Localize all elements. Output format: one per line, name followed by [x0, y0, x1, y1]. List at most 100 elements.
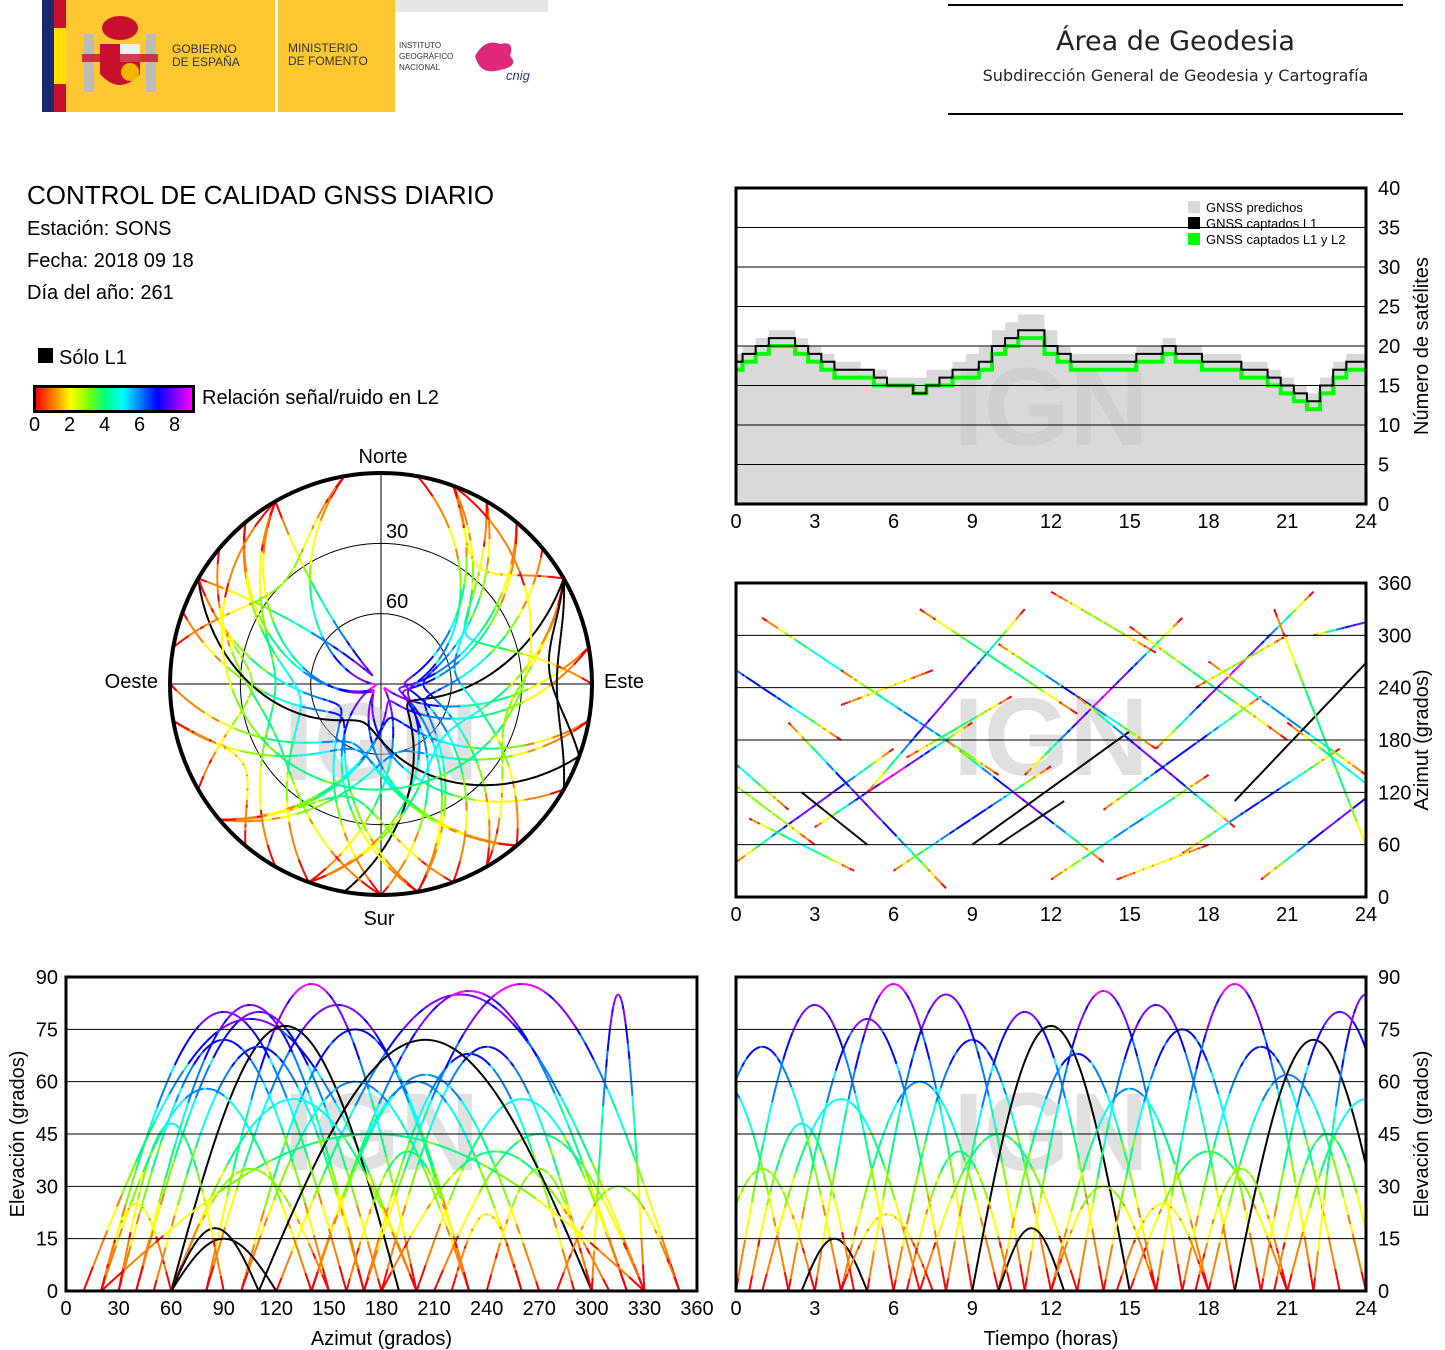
satellite-track-segment — [1121, 733, 1126, 737]
satellite-track-segment — [1293, 726, 1297, 731]
satellite-track-segment — [763, 618, 768, 622]
satellite-track-segment — [503, 584, 509, 595]
satellite-track-segment — [541, 641, 546, 647]
satellite-track-segment — [1318, 724, 1322, 730]
satellite-track-segment — [1373, 789, 1375, 791]
satellite-track-segment — [563, 661, 573, 670]
satellite-track-segment — [915, 757, 919, 761]
satellite-track-segment — [247, 695, 251, 699]
satellite-track-segment — [431, 663, 437, 669]
satellite-track-segment — [1077, 859, 1081, 863]
satellite-track-segment — [757, 683, 761, 688]
satellite-track-segment — [243, 560, 248, 573]
satellite-track-segment — [904, 744, 909, 749]
satellite-track-segment — [771, 828, 774, 832]
satellite-track-segment — [249, 673, 252, 677]
satellite-track-segment — [713, 768, 715, 769]
satellite-track-segment — [204, 711, 213, 719]
satellite-track-segment — [458, 674, 464, 680]
satellite-track-segment — [288, 684, 295, 689]
satellite-track-segment — [409, 720, 412, 725]
satellite-track-segment — [315, 678, 323, 684]
satellite-track-segment — [1217, 673, 1220, 676]
satellite-track-segment — [425, 772, 434, 778]
satellite-track-segment — [381, 780, 386, 790]
satellite-track-segment — [349, 870, 357, 878]
satellite-track-segment — [391, 700, 394, 704]
satellite-track-segment — [714, 745, 716, 747]
satellite-track-segment — [722, 775, 724, 776]
satellite-track-segment — [1276, 616, 1280, 622]
satellite-track-segment — [447, 729, 451, 734]
satellite-track-segment — [476, 708, 482, 713]
satellite-track-segment — [325, 844, 332, 852]
satellite-track-segment — [1182, 718, 1186, 723]
satellite-track-segment — [415, 787, 420, 793]
satellite-track-segment — [303, 753, 309, 757]
satellite-track-segment — [269, 851, 274, 860]
satellite-track-segment — [1022, 827, 1025, 830]
satellite-track-segment — [262, 694, 271, 701]
satellite-track-segment — [1105, 719, 1110, 724]
satellite-track-segment — [1057, 595, 1061, 598]
satellite-track-segment — [1168, 628, 1172, 633]
satellite-track-segment — [258, 705, 263, 710]
satellite-track-segment — [1226, 668, 1229, 671]
satellite-track-segment — [1054, 698, 1058, 702]
satellite-track-segment — [801, 736, 805, 740]
doy-label: Día del año: 261 — [27, 282, 174, 304]
satellite-track-segment — [573, 725, 582, 732]
satellite-track-segment — [1010, 621, 1015, 626]
satellite-track-segment — [246, 719, 255, 731]
satellite-track-segment — [775, 695, 779, 699]
satellite-track-segment — [507, 766, 512, 774]
satellite-track-segment — [920, 726, 925, 731]
satellite-track-segment — [581, 677, 588, 682]
satellite-track-segment — [1049, 677, 1054, 681]
satellite-track-segment — [840, 822, 843, 826]
satellite-track-segment — [242, 605, 247, 609]
satellite-track-segment — [831, 815, 834, 818]
satellite-track-segment — [976, 838, 980, 843]
satellite-track-segment — [1030, 800, 1034, 804]
satellite-track-segment — [390, 787, 399, 791]
satellite-track-segment — [784, 835, 788, 839]
satellite-track-segment — [468, 603, 472, 608]
satellite-track-segment — [365, 667, 370, 671]
satellite-track-segment — [1215, 726, 1219, 730]
satellite-track-segment — [1141, 644, 1145, 647]
satellite-track-segment — [279, 583, 283, 587]
satellite-track-segment — [309, 580, 316, 589]
satellite-track-segment — [929, 871, 934, 875]
satellite-track-segment — [1268, 704, 1273, 708]
satellite-track-segment — [487, 618, 495, 628]
satellite-track-segment — [1180, 781, 1184, 786]
satellite-track-segment — [221, 597, 226, 612]
satellite-track-segment — [445, 731, 449, 736]
satellite-track-segment — [1096, 709, 1101, 713]
satellite-track-segment — [1113, 835, 1117, 839]
satellite-track-segment — [688, 638, 690, 639]
satellite-track-segment — [419, 676, 424, 681]
satellite-track-segment — [1014, 616, 1019, 621]
satellite-track-segment — [351, 705, 357, 712]
satellite-track-segment — [953, 732, 958, 736]
satellite-track-segment — [366, 680, 370, 684]
satellite-track-segment — [368, 703, 372, 708]
satellite-track-segment — [928, 844, 933, 848]
satellite-track-segment — [319, 790, 329, 797]
satellite-track-segment — [1207, 694, 1211, 698]
satellite-track-segment — [470, 589, 474, 596]
satellite-track-segment — [409, 689, 414, 693]
satellite-track-segment — [973, 814, 978, 818]
satellite-track-segment — [1338, 761, 1342, 766]
satellite-track-segment — [1017, 613, 1022, 618]
satellite-track-segment — [1152, 771, 1156, 775]
satellite-track-segment — [960, 823, 964, 827]
satellite-track-segment — [402, 685, 405, 688]
satellite-track-segment — [1209, 691, 1213, 696]
satellite-track-segment — [423, 678, 427, 681]
satellite-track-segment — [1178, 791, 1183, 796]
satellite-track-segment — [1392, 777, 1394, 779]
satellite-track-segment — [385, 780, 391, 786]
